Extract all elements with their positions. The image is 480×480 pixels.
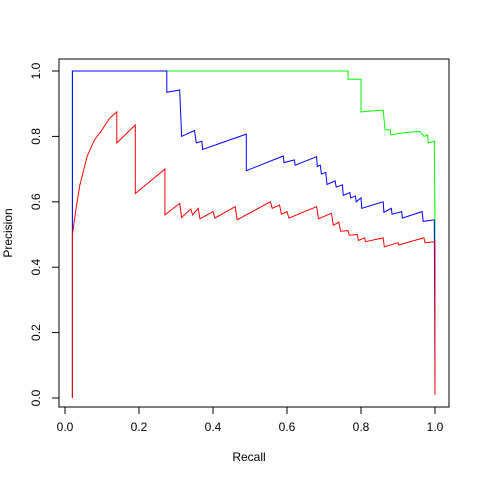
series-line-3	[71, 110, 436, 398]
y-axis: 0.0 0.2 0.4 0.6 0.8 1.0	[29, 62, 60, 406]
x-tick-label: 0.4	[205, 420, 222, 434]
y-tick-label: 0.2	[29, 324, 43, 341]
y-tick-label: 0.0	[29, 389, 43, 406]
x-tick-label: 1.0	[427, 420, 444, 434]
series-line-1	[71, 70, 436, 398]
x-tick-label: 0.6	[279, 420, 296, 434]
y-tick-label: 0.6	[29, 193, 43, 210]
x-tick-label: 0.0	[57, 420, 74, 434]
x-axis: 0.0 0.2 0.4 0.6 0.8 1.0	[57, 406, 444, 434]
y-tick-label: 0.8	[29, 128, 43, 145]
y-tick-label: 0.4	[29, 259, 43, 276]
series-layer	[71, 70, 436, 398]
y-axis-label: Precision	[1, 208, 15, 257]
series-line-2	[71, 70, 436, 398]
x-tick-label: 0.8	[353, 420, 370, 434]
x-tick-label: 0.2	[131, 420, 148, 434]
y-tick-label: 1.0	[29, 62, 43, 79]
x-axis-label: Recall	[232, 450, 265, 464]
